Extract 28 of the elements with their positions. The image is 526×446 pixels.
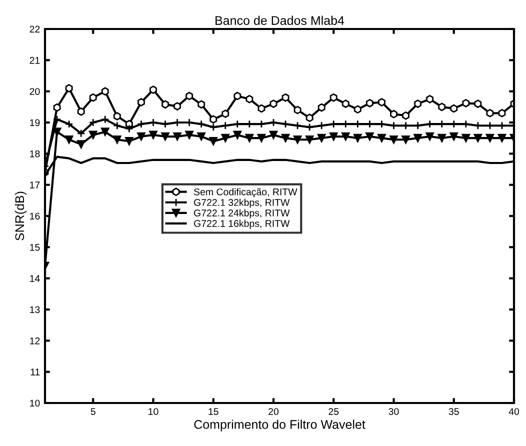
y-tick-label: 15 [30,244,40,251]
legend-label: Sem Codificação, RITW [194,188,298,198]
legend-label: G722.1 32kbps, RITW [194,198,290,208]
x-axis-title: Comprimento do Filtro Wavelet [194,420,366,432]
y-tick-label: 21 [30,56,40,64]
y-tick-label: 10 [30,400,40,407]
y-tick-label: 17 [30,182,40,188]
y-axis-title: SNR(dB) [14,192,27,240]
y-tick-label: 20 [30,88,40,95]
x-tick-label: 30 [388,408,399,415]
x-tick-label: 5 [90,408,96,415]
y-tick-label: 18 [30,150,40,158]
chart-title: Banco de Dados Mlab4 [216,16,344,25]
x-tick-label: 40 [508,408,520,415]
y-tick-label: 14 [30,275,40,282]
x-tick-label: 20 [268,408,279,415]
legend-label: G722.1 16kbps, RITW [194,220,290,229]
y-tick-label: 19 [30,119,40,126]
x-tick-label: 15 [208,408,218,415]
x-tick-label: 10 [148,408,158,415]
y-tick-label: 11 [30,368,40,376]
y-tick-label: 22 [30,26,40,33]
x-tick-label: 35 [448,408,459,415]
y-tick-label: 13 [30,306,40,314]
x-tick-label: 25 [328,408,339,415]
y-tick-label: 16 [30,212,40,220]
legend-label: G722.1 24kbps, RITW [194,209,290,218]
y-tick-label: 12 [30,337,40,344]
